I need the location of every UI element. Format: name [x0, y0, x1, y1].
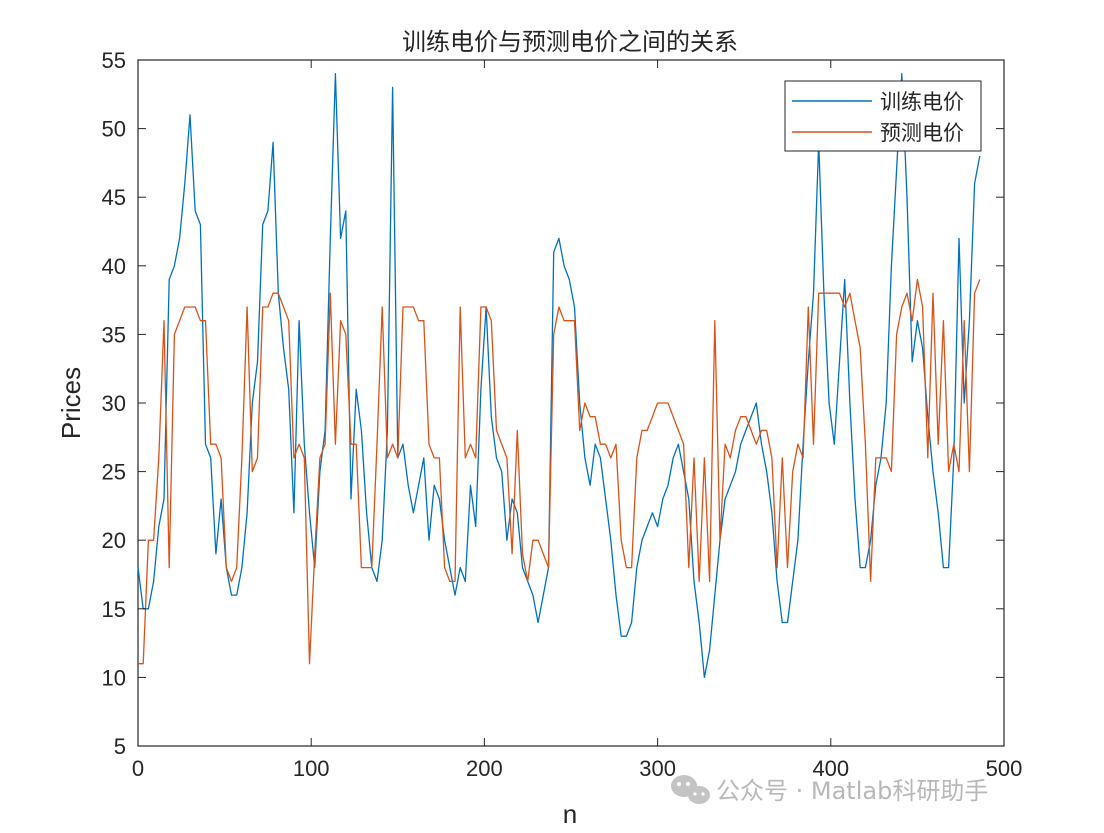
x-tick-label: 300 [639, 756, 676, 781]
y-tick-label: 35 [102, 322, 126, 347]
y-tick-label: 20 [102, 528, 126, 553]
x-tick-label: 0 [132, 756, 144, 781]
y-tick-label: 5 [114, 734, 126, 759]
series-layer [137, 73, 981, 679]
x-tick-label: 200 [466, 756, 503, 781]
x-tick-label: 400 [812, 756, 849, 781]
legend: 训练电价 预测电价 [784, 80, 982, 152]
legend-box [784, 80, 982, 152]
y-tick-label: 15 [102, 597, 126, 622]
x-tick-label: 500 [986, 756, 1023, 781]
y-tick-label: 10 [102, 665, 126, 690]
plot-area [137, 59, 1005, 747]
watermark: 公众号 · Matlab科研助手 [671, 775, 988, 805]
tick-layer: 0 100 200 300 400 500 5 10 15 20 25 30 35 40 45 50 55 [102, 48, 1023, 781]
legend-label-pred: 预测电价 [880, 121, 964, 145]
y-tick-label: 45 [102, 185, 126, 210]
y-tick-label: 50 [102, 117, 126, 142]
chart-title: 训练电价与预测电价之间的关系 [402, 28, 738, 56]
y-tick-label: 30 [102, 391, 126, 416]
y-axis-label: Prices [56, 367, 86, 439]
x-tick-label: 100 [293, 756, 330, 781]
series-line-pred [138, 278, 981, 665]
legend-label-train: 训练电价 [880, 90, 964, 114]
y-tick-label: 40 [102, 254, 126, 279]
wechat-icon [671, 775, 710, 804]
y-tick-label: 25 [102, 460, 126, 485]
y-tick-label: 55 [102, 48, 126, 73]
watermark-text: 公众号 · Matlab科研助手 [716, 777, 988, 805]
x-axis-label: n [563, 799, 577, 829]
